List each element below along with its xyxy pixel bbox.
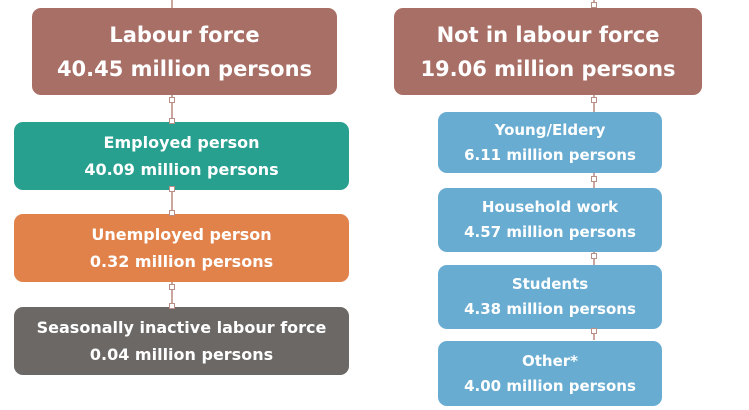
connector-knob [591,328,597,334]
labour-force-box: Labour force 40.45 million persons [32,8,337,95]
label: Other* [521,351,578,370]
connector-knob [169,303,175,309]
connector-knob [591,253,597,259]
unemployed-box: Unemployed person 0.32 million persons [14,214,349,282]
connector-knob [591,97,597,103]
connector-knob [169,97,175,103]
connector-knob [169,284,175,290]
value: 4.38 million persons [464,300,636,318]
label: Young/Eldery [494,120,606,139]
other-box: Other* 4.00 million persons [438,341,662,406]
value: 6.11 million persons [464,145,636,164]
connector-knob [169,118,175,124]
seasonal-box: Seasonally inactive labour force 0.04 mi… [14,307,349,375]
label: Unemployed person [91,225,272,244]
connector-knob [591,2,597,8]
label: Employed person [103,133,260,152]
value: 40.09 million persons [84,160,279,179]
connector-knob [169,210,175,216]
title: Labour force [109,22,260,47]
students-box: Students 4.38 million persons [438,265,662,329]
value: 0.32 million persons [89,252,274,271]
value: 4.57 million persons [464,223,636,241]
label: Students [511,275,589,293]
value: 40.45 million persons [56,56,313,81]
connector-knob [591,176,597,182]
household-box: Household work 4.57 million persons [438,188,662,252]
title: Not in labour force [436,22,660,47]
not-labour-force-box: Not in labour force 19.06 million person… [394,8,702,95]
connector-knob [169,186,175,192]
young-box: Young/Eldery 6.11 million persons [438,112,662,173]
label: Household work [481,198,619,216]
employed-box: Employed person 40.09 million persons [14,122,349,190]
label: Seasonally inactive labour force [36,318,327,337]
value: 19.06 million persons [420,56,676,81]
value: 0.04 million persons [89,345,274,364]
value: 4.00 million persons [464,376,636,395]
